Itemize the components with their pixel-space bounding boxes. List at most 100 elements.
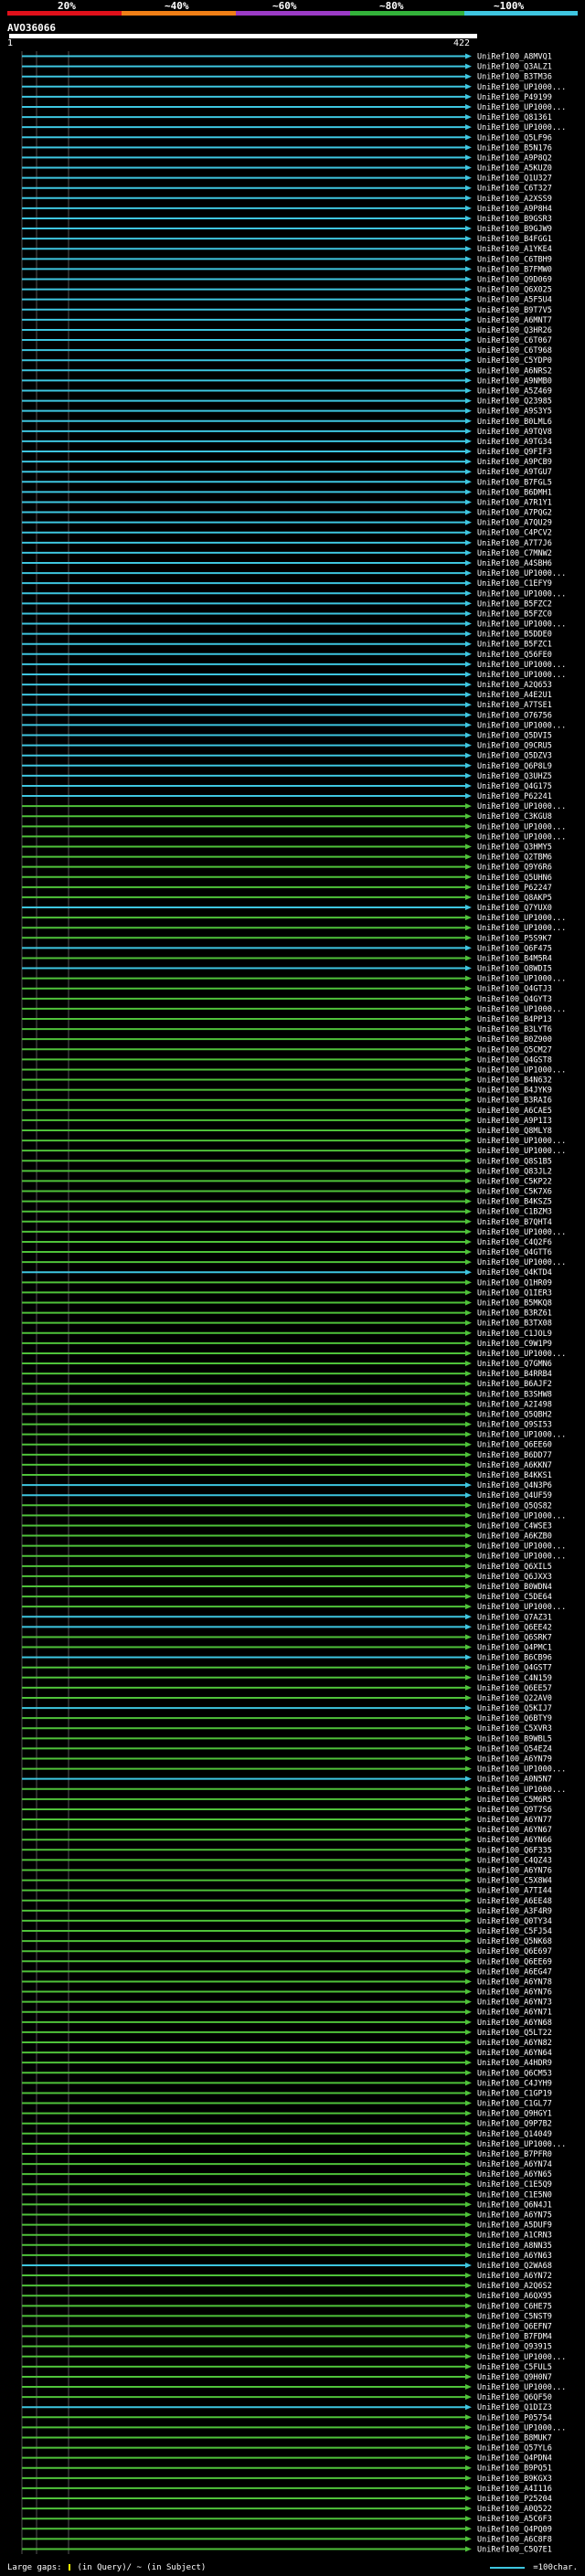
hit-row[interactable]: UniRef100_Q2WA68 [22, 2262, 552, 2271]
hit-row[interactable]: UniRef100_A7T7J6 [22, 539, 552, 548]
hit-label[interactable]: UniRef100_A6YN66 [477, 1836, 552, 1845]
hit-row[interactable]: UniRef100_A5Z469 [22, 387, 552, 396]
hit-label[interactable]: UniRef100_Q57YL6 [477, 2444, 552, 2454]
hit-row[interactable]: UniRef100_Q5DZV3 [22, 752, 552, 761]
hit-label[interactable]: UniRef100_B5FZC0 [477, 610, 552, 619]
hit-row[interactable]: UniRef100_UP1000... [22, 914, 566, 923]
hit-label[interactable]: UniRef100_UP1000... [477, 1065, 566, 1075]
hit-row[interactable]: UniRef100_UP1000... [22, 1542, 566, 1552]
hit-row[interactable]: UniRef100_A6YN76 [22, 1866, 552, 1875]
hit-label[interactable]: UniRef100_B9T7V5 [477, 306, 552, 315]
hit-row[interactable]: UniRef100_Q3HR26 [22, 326, 552, 335]
hit-row[interactable]: UniRef100_A8NN35 [22, 2242, 552, 2251]
hit-label[interactable]: UniRef100_Q6EE42 [477, 1623, 552, 1632]
hit-label[interactable]: UniRef100_C5Q7E1 [477, 2545, 552, 2554]
hit-label[interactable]: UniRef100_A5F5U4 [477, 296, 552, 305]
hit-row[interactable]: UniRef100_A6KKN7 [22, 1461, 552, 1470]
hit-row[interactable]: UniRef100_C5FUL5 [22, 2363, 552, 2372]
hit-label[interactable]: UniRef100_B6DMH1 [477, 488, 552, 497]
hit-label[interactable]: UniRef100_Q9CRU5 [477, 742, 552, 751]
hit-label[interactable]: UniRef100_B7PFR0 [477, 2150, 552, 2159]
hit-label[interactable]: UniRef100_A6YN73 [477, 1998, 552, 2008]
hit-label[interactable]: UniRef100_Q3UHZ5 [477, 772, 552, 781]
hit-row[interactable]: UniRef100_UP1000... [22, 1137, 566, 1146]
hit-row[interactable]: UniRef100_C5DE64 [22, 1593, 552, 1602]
hit-label[interactable]: UniRef100_Q4GYT3 [477, 995, 552, 1004]
hit-row[interactable]: UniRef100_UP1000... [22, 1147, 566, 1156]
hit-row[interactable]: UniRef100_UP1000... [22, 721, 566, 730]
hit-row[interactable]: UniRef100_A7QU29 [22, 519, 552, 528]
hit-row[interactable]: UniRef100_B0LML6 [22, 418, 552, 427]
hit-row[interactable]: UniRef100_B3TM36 [22, 73, 552, 82]
hit-label[interactable]: UniRef100_Q9T7S6 [477, 1806, 552, 1815]
hit-row[interactable]: UniRef100_C1EFY9 [22, 579, 552, 588]
hit-row[interactable]: UniRef100_Q6P8L9 [22, 762, 552, 771]
hit-label[interactable]: UniRef100_Q9H0N7 [477, 2373, 552, 2382]
hit-label[interactable]: UniRef100_B7QHT4 [477, 1218, 552, 1227]
hit-row[interactable]: UniRef100_C4QZ43 [22, 1856, 552, 1865]
hit-row[interactable]: UniRef100_C6T067 [22, 336, 552, 345]
hit-label[interactable]: UniRef100_A9TG34 [477, 438, 552, 447]
hit-label[interactable]: UniRef100_A7R1Y1 [477, 498, 552, 507]
hit-label[interactable]: UniRef100_UP1000... [477, 914, 566, 923]
hit-row[interactable]: UniRef100_UP1000... [22, 802, 566, 811]
hit-label[interactable]: UniRef100_C5DE64 [477, 1593, 552, 1602]
hit-row[interactable]: UniRef100_UP1000... [22, 1553, 566, 1562]
hit-label[interactable]: UniRef100_A7T7J6 [477, 539, 552, 548]
hit-label[interactable]: UniRef100_B5N176 [477, 143, 552, 153]
hit-label[interactable]: UniRef100_UP1000... [477, 103, 566, 112]
hit-label[interactable]: UniRef100_P49199 [477, 93, 552, 102]
hit-label[interactable]: UniRef100_A9NMB0 [477, 376, 552, 386]
hit-label[interactable]: UniRef100_C1JOL9 [477, 1330, 552, 1339]
hit-row[interactable]: UniRef100_Q3ALZ1 [22, 63, 552, 72]
hit-label[interactable]: UniRef100_B4N632 [477, 1076, 552, 1086]
hit-label[interactable]: UniRef100_Q9SI53 [477, 1421, 552, 1430]
hit-label[interactable]: UniRef100_A6YN72 [477, 2272, 552, 2281]
hit-label[interactable]: UniRef100_UP1000... [477, 1258, 566, 1267]
hit-row[interactable]: UniRef100_UP1000... [22, 620, 566, 630]
hit-label[interactable]: UniRef100_C5YDP0 [477, 356, 552, 366]
hit-label[interactable]: UniRef100_C5KP22 [477, 1177, 552, 1186]
hit-row[interactable]: UniRef100_A2Q653 [22, 681, 552, 690]
hit-row[interactable]: UniRef100_A7PQG2 [22, 509, 552, 518]
hit-row[interactable]: UniRef100_A0N5N7 [22, 1776, 552, 1785]
hit-row[interactable]: UniRef100_C5NST9 [22, 2312, 552, 2321]
hit-label[interactable]: UniRef100_A1YKE4 [477, 245, 552, 254]
hit-label[interactable]: UniRef100_A6KZB0 [477, 1532, 552, 1542]
hit-row[interactable]: UniRef100_B5DDE0 [22, 631, 552, 640]
hit-row[interactable]: UniRef100_Q6QF50 [22, 2393, 552, 2402]
hit-label[interactable]: UniRef100_C3KGU8 [477, 812, 552, 822]
hit-row[interactable]: UniRef100_A6NRS2 [22, 366, 552, 376]
hit-label[interactable]: UniRef100_Q14049 [477, 2130, 552, 2139]
hit-row[interactable]: UniRef100_P62241 [22, 792, 552, 801]
hit-label[interactable]: UniRef100_A0Q522 [477, 2505, 552, 2514]
hit-label[interactable]: UniRef100_UP1000... [477, 671, 566, 680]
hit-label[interactable]: UniRef100_Q9FIF3 [477, 448, 552, 457]
hit-label[interactable]: UniRef100_Q1DIZ3 [477, 2403, 552, 2412]
hit-row[interactable]: UniRef100_Q9FIF3 [22, 448, 552, 457]
hit-row[interactable]: UniRef100_P5S9K7 [22, 934, 552, 943]
hit-row[interactable]: UniRef100_Q6EFN7 [22, 2322, 552, 2331]
hit-row[interactable]: UniRef100_A9S3Y5 [22, 408, 552, 417]
hit-row[interactable]: UniRef100_Q6X025 [22, 286, 552, 295]
hit-row[interactable]: UniRef100_A7R1Y1 [22, 498, 552, 507]
hit-row[interactable]: UniRef100_Q5QBH2 [22, 1410, 552, 1419]
hit-label[interactable]: UniRef100_B5FZC2 [477, 599, 552, 609]
hit-label[interactable]: UniRef100_B9GJW9 [477, 225, 552, 234]
hit-label[interactable]: UniRef100_B0WDN4 [477, 1583, 552, 1592]
hit-row[interactable]: UniRef100_B4JYK9 [22, 1087, 552, 1096]
hit-row[interactable]: UniRef100_A1CRN3 [22, 2231, 552, 2241]
hit-label[interactable]: UniRef100_C5K7X6 [477, 1188, 552, 1197]
hit-row[interactable]: UniRef100_B7FDM4 [22, 2333, 552, 2342]
hit-label[interactable]: UniRef100_UP1000... [477, 822, 566, 832]
hit-label[interactable]: UniRef100_A6QX95 [477, 2292, 552, 2301]
hit-row[interactable]: UniRef100_Q8S1B5 [22, 1157, 552, 1166]
hit-row[interactable]: UniRef100_Q4GYT3 [22, 995, 552, 1004]
hit-row[interactable]: UniRef100_B4FGG1 [22, 235, 552, 244]
hit-label[interactable]: UniRef100_C1GP19 [477, 2089, 552, 2098]
hit-row[interactable]: UniRef100_C5FJ54 [22, 1927, 552, 1936]
hit-row[interactable]: UniRef100_A9PCB9 [22, 458, 552, 467]
hit-label[interactable]: UniRef100_B0Z900 [477, 1035, 552, 1044]
hit-row[interactable]: UniRef100_C6HE75 [22, 2302, 552, 2311]
hit-label[interactable]: UniRef100_O76756 [477, 711, 552, 720]
